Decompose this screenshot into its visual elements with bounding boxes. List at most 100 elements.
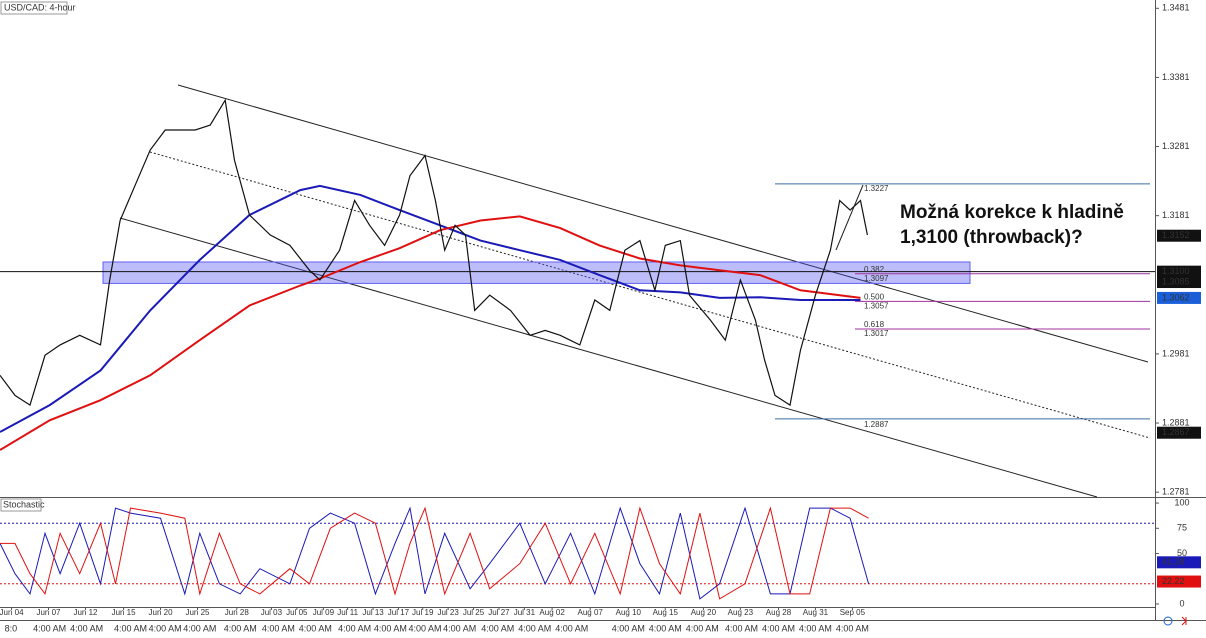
time-label: 4:00 AM [443, 623, 476, 633]
date-label: Jun 28 [225, 608, 250, 617]
date-label: Jul 23 [437, 608, 459, 617]
date-label: Jul 19 [412, 608, 434, 617]
fib-price: 1.3057 [864, 301, 889, 310]
date-label: Jul 11 [337, 608, 358, 617]
date-label: Jun 20 [149, 608, 174, 617]
fib-price: 1.3097 [864, 274, 889, 283]
time-label: 4:00 AM [183, 623, 216, 633]
y-tick-label: 1.2881 [1162, 417, 1190, 427]
date-label: Jul 03 [261, 608, 283, 617]
date-label: Jun 12 [73, 608, 98, 617]
time-label: 4:00 AM [409, 623, 442, 633]
date-label: Jul 17 [388, 608, 410, 617]
fib-price: 1.3017 [864, 329, 889, 338]
y-tick-label: 1.3181 [1162, 210, 1190, 220]
time-label: 4:00 AM [114, 623, 147, 633]
time-label: 4:00 AM [481, 623, 514, 633]
time-label: 4:00 AM [725, 623, 758, 633]
date-label: Aug 10 [616, 608, 642, 617]
time-label: 4:00 AM [262, 623, 295, 633]
time-label: 4:00 AM [374, 623, 407, 633]
date-label: Aug 02 [539, 608, 565, 617]
plot: 1.32271.28870.3821.30970.5001.30570.6181… [0, 98, 1155, 600]
date-label: Jun 25 [185, 608, 210, 617]
time-label: 8:0 [5, 623, 18, 633]
channel [119, 84, 1151, 498]
date-label: Aug 28 [766, 608, 792, 617]
annotation: 1,3100 (throwback)? [900, 227, 1083, 248]
date-label: Jul 13 [362, 608, 384, 617]
stoch-tick-label: 50 [1177, 548, 1187, 558]
date-label: Jul 27 [488, 608, 510, 617]
y-tick-label: 1.3481 [1162, 3, 1190, 13]
moving-average [0, 215, 861, 451]
chart-title: USD/CAD: 4-hour [4, 2, 76, 12]
stoch-tick-label: 0 [1179, 598, 1184, 608]
y-tick-label: 1.3381 [1162, 72, 1190, 82]
toolbar-icons[interactable] [1163, 616, 1187, 626]
date-label: Jul 31 [514, 608, 536, 617]
time-label: 4:00 AM [649, 623, 682, 633]
price-badge [1157, 229, 1201, 242]
price-badge-label: 1.3062 [1162, 292, 1190, 302]
stoch-line [0, 506, 869, 600]
date-label: Jun 07 [36, 608, 61, 617]
frame [0, 0, 1206, 621]
stoch-tick-label: 100 [1174, 497, 1189, 507]
price-badge-label: 1.3085 [1162, 276, 1190, 286]
title-box [0, 1, 68, 15]
stoch-line [0, 506, 870, 600]
date-label: Jul 05 [286, 608, 308, 617]
price-badge-label: 1.3100 [1162, 266, 1190, 276]
date-label: Jul 09 [313, 608, 335, 617]
time-label: 4:00 AM [338, 623, 371, 633]
price-badge [1157, 265, 1201, 278]
date-label: Jul 25 [463, 608, 485, 617]
price-line [0, 98, 868, 407]
date-label: Jun 04 [0, 608, 24, 617]
date-label: Aug 07 [578, 608, 604, 617]
time-label: 4:00 AM [518, 623, 551, 633]
fib-label: 1.3227 [864, 184, 889, 193]
time-label: 4:00 AM [299, 623, 332, 633]
time-label: 4:00 AM [799, 623, 832, 633]
date-label: Jun 15 [112, 608, 137, 617]
fib-ratio: 0.382 [864, 265, 885, 274]
stoch-badge [1157, 575, 1201, 588]
stoch-title-box [0, 498, 42, 512]
time-label: 4:00 AM [224, 623, 257, 633]
fib-ratio: 0.618 [864, 320, 885, 329]
time-label: 4:00 AM [762, 623, 795, 633]
date-label: Sep 05 [840, 608, 866, 617]
time-label: 4:00 AM [33, 623, 66, 633]
price-badge-label: 1.3152 [1162, 230, 1190, 240]
time-label: 4:00 AM [149, 623, 182, 633]
time-label: 4:00 AM [686, 623, 719, 633]
time-label: 4:00 AM [836, 623, 869, 633]
y-tick-label: 1.2981 [1162, 348, 1190, 358]
y-tick-label: 1.2781 [1162, 487, 1190, 497]
stoch-badge [1157, 556, 1201, 569]
time-label: 4:00 AM [70, 623, 103, 633]
fib-label: 1.2887 [864, 420, 889, 429]
date-label: Aug 20 [691, 608, 717, 617]
stoch-title: Stochastic [3, 499, 45, 509]
stoch-badge-label: 22.22 [1162, 576, 1185, 586]
support-zone [102, 261, 971, 284]
price-badge [1157, 291, 1201, 304]
time-label: 4:00 AM [555, 623, 588, 633]
fib-ratio: 0.500 [864, 292, 885, 301]
price-badge [1157, 426, 1201, 439]
stoch-badge-label: 41.28 [1162, 557, 1185, 567]
price-badge [1157, 276, 1201, 289]
stoch-tick-label: 75 [1177, 523, 1187, 533]
date-label: Aug 23 [728, 608, 754, 617]
time-label: 4:00 AM [612, 623, 645, 633]
date-label: Aug 15 [653, 608, 679, 617]
price-badge-label: 1.2867 [1162, 427, 1190, 437]
y-tick-label: 1.3281 [1162, 141, 1190, 151]
date-label: Aug 31 [803, 608, 829, 617]
annotation: Možná korekce k hladině [900, 202, 1124, 223]
